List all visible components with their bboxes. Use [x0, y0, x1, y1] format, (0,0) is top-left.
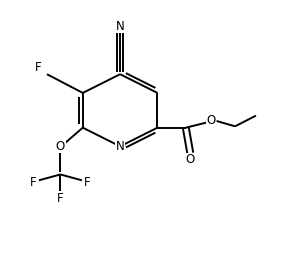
Text: N: N	[116, 140, 124, 153]
Text: O: O	[56, 140, 65, 153]
Text: F: F	[35, 61, 41, 74]
Text: F: F	[57, 192, 64, 205]
Text: O: O	[186, 153, 195, 166]
Text: F: F	[84, 176, 91, 189]
Text: N: N	[116, 20, 124, 33]
Text: O: O	[206, 115, 216, 127]
Text: F: F	[30, 176, 37, 189]
